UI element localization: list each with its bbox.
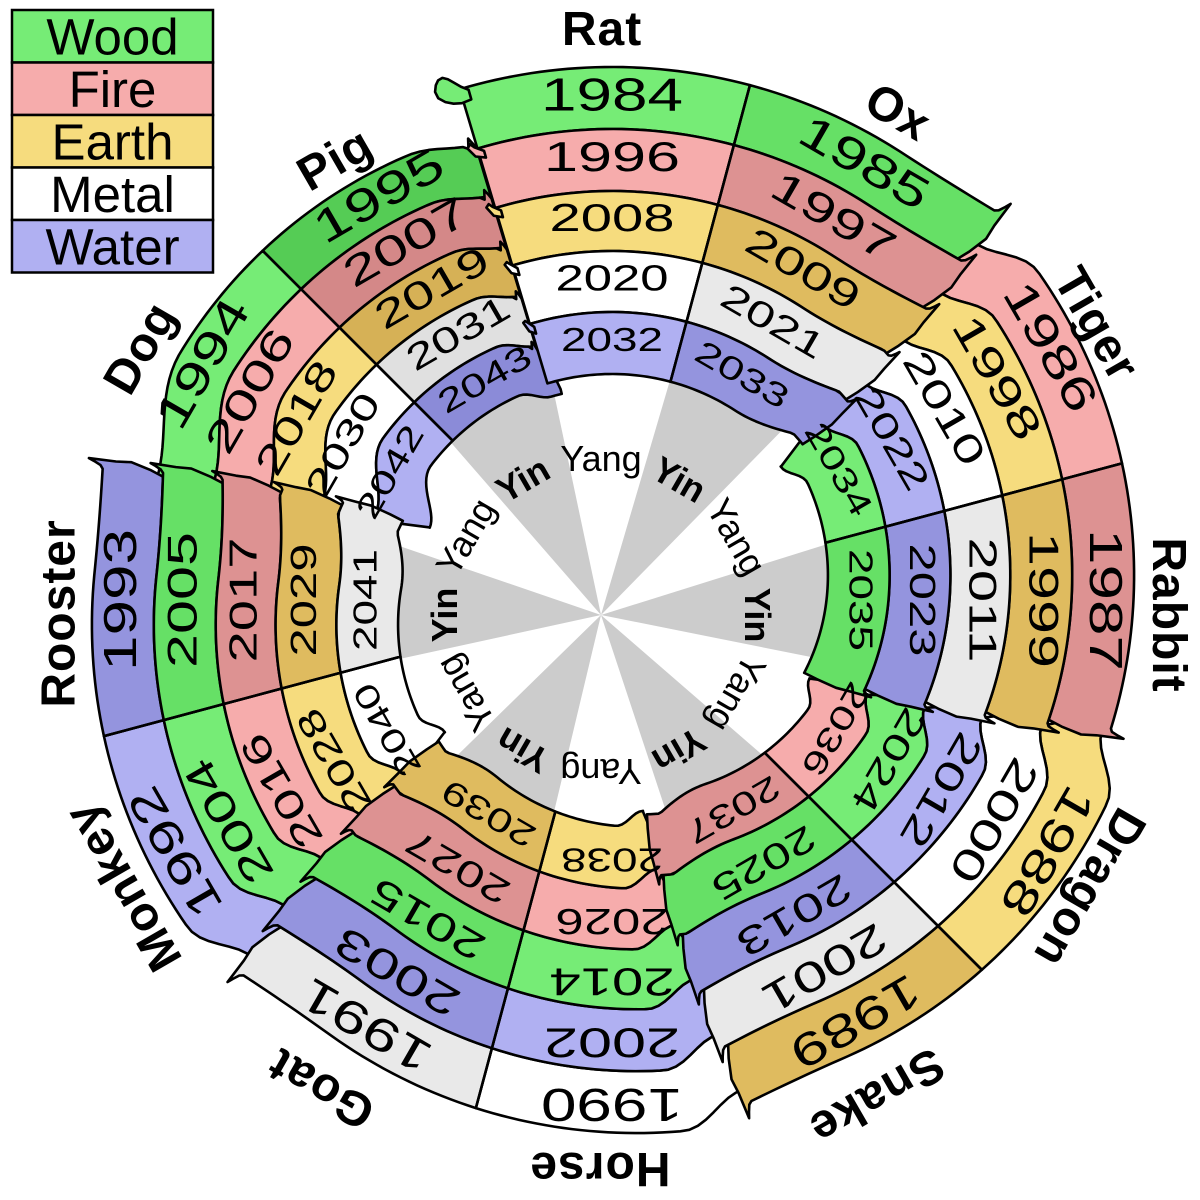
svg-text:2014: 2014 bbox=[550, 960, 675, 1003]
svg-text:Yin: Yin bbox=[737, 588, 778, 643]
svg-text:2029: 2029 bbox=[283, 544, 324, 657]
svg-text:Horse: Horse bbox=[529, 1142, 670, 1195]
svg-text:Earth: Earth bbox=[52, 114, 174, 171]
svg-text:1990: 1990 bbox=[541, 1079, 683, 1131]
svg-text:Rabbit: Rabbit bbox=[1142, 537, 1195, 692]
svg-text:Rooster: Rooster bbox=[33, 519, 86, 707]
svg-text:2038: 2038 bbox=[561, 842, 663, 879]
svg-text:Metal: Metal bbox=[50, 166, 175, 223]
svg-text:2020: 2020 bbox=[556, 258, 669, 299]
svg-text:1987: 1987 bbox=[1080, 529, 1132, 671]
svg-text:2005: 2005 bbox=[159, 532, 206, 668]
svg-text:1999: 1999 bbox=[1020, 532, 1067, 668]
svg-text:1996: 1996 bbox=[544, 133, 680, 180]
svg-text:Yang: Yang bbox=[560, 438, 641, 479]
svg-text:Fire: Fire bbox=[69, 61, 157, 118]
svg-text:2032: 2032 bbox=[561, 321, 663, 358]
svg-text:2008: 2008 bbox=[550, 197, 675, 240]
svg-text:2035: 2035 bbox=[843, 549, 880, 651]
svg-text:Rat: Rat bbox=[562, 3, 642, 56]
svg-text:2017: 2017 bbox=[223, 538, 266, 663]
svg-text:1993: 1993 bbox=[94, 529, 146, 671]
svg-text:Yang: Yang bbox=[560, 751, 641, 792]
svg-text:2002: 2002 bbox=[544, 1019, 680, 1066]
svg-text:2011: 2011 bbox=[961, 538, 1004, 663]
svg-text:2023: 2023 bbox=[902, 544, 943, 657]
svg-text:Water: Water bbox=[45, 219, 179, 276]
svg-text:Yin: Yin bbox=[424, 588, 465, 643]
svg-text:Wood: Wood bbox=[46, 9, 178, 66]
svg-text:1984: 1984 bbox=[541, 69, 683, 121]
svg-text:2041: 2041 bbox=[346, 549, 383, 651]
svg-text:2026: 2026 bbox=[556, 901, 669, 942]
